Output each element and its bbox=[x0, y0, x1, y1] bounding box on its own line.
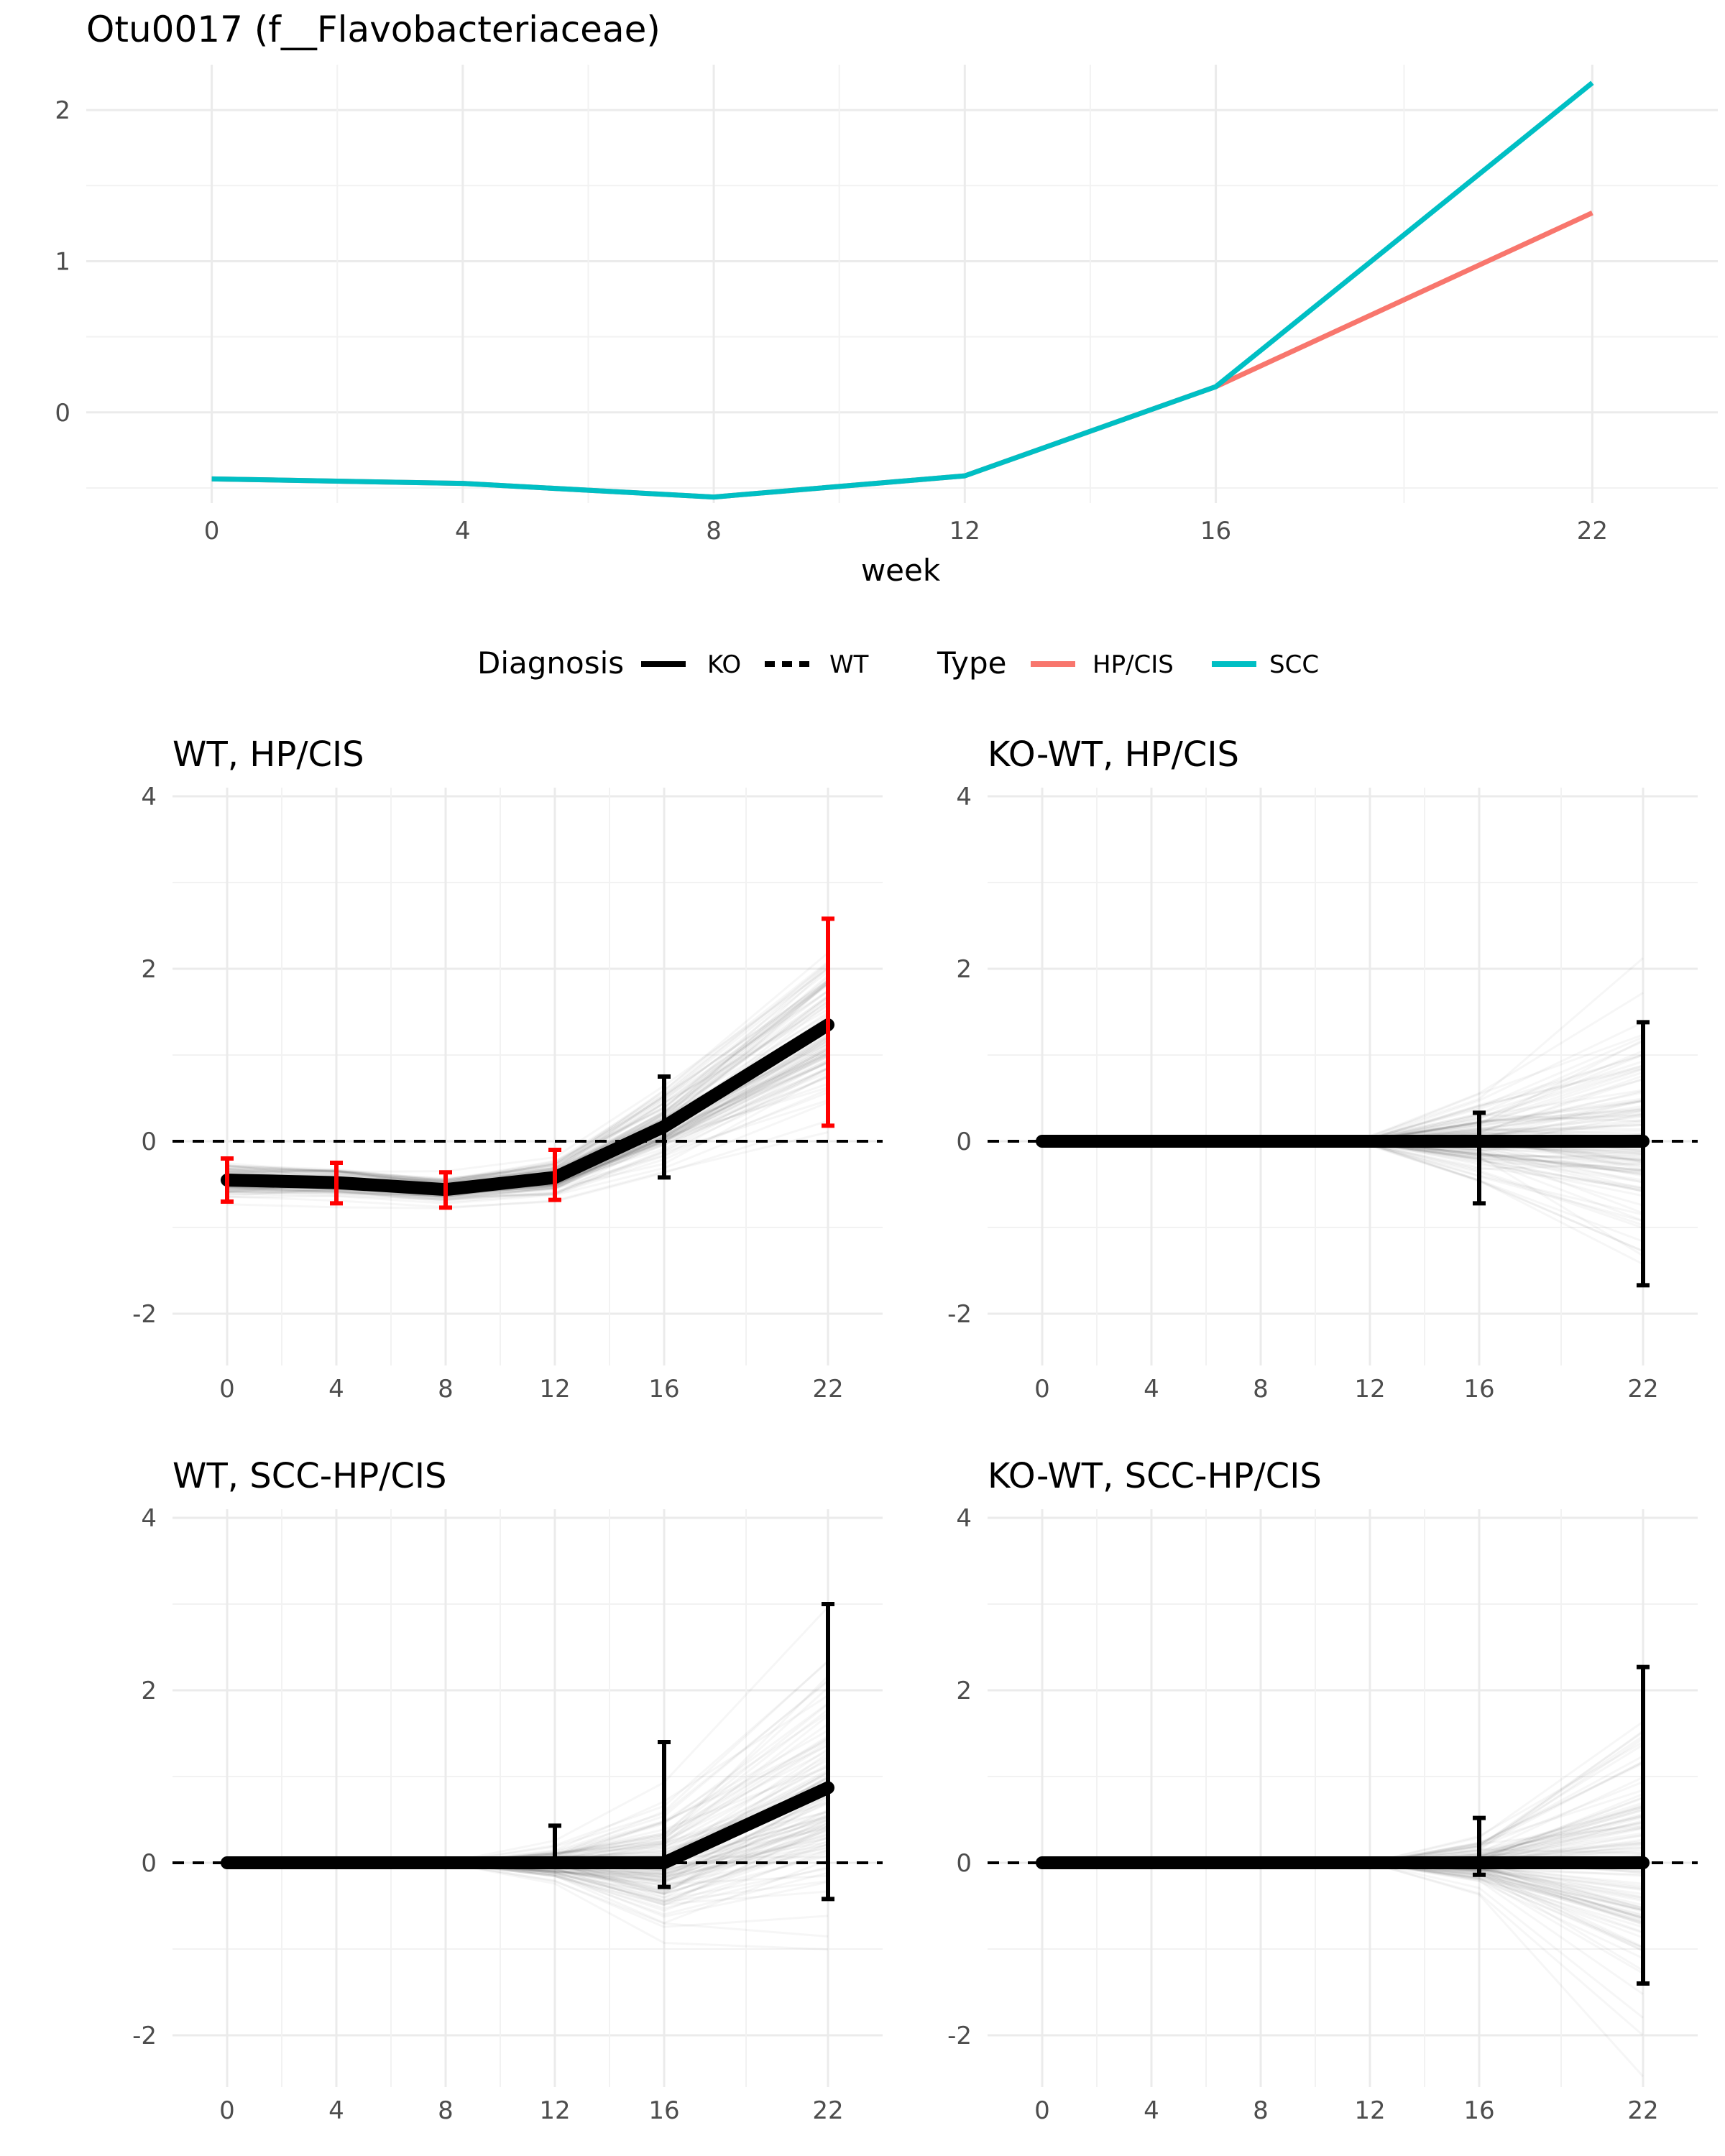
x-tick-label: 4 bbox=[1144, 2096, 1159, 2125]
x-tick-label: 0 bbox=[219, 1375, 235, 1404]
estimate-line-ko bbox=[221, 1781, 834, 1869]
legend-label-ko: KO bbox=[707, 650, 741, 679]
estimate-line-ko bbox=[221, 1018, 834, 1197]
x-tick-label: 8 bbox=[1253, 1375, 1269, 1404]
posterior-draws bbox=[1042, 1722, 1643, 2077]
x-tick-label: 0 bbox=[219, 2096, 235, 2125]
panel-title: WT, SCC-HP/CIS bbox=[172, 1456, 446, 1496]
posterior-draws bbox=[227, 1607, 828, 1949]
y-tick-label: 2 bbox=[141, 1677, 157, 1705]
y-tick-label: 2 bbox=[956, 1677, 972, 1705]
legend-title-type: Type bbox=[937, 645, 1006, 681]
x-tick-label: 8 bbox=[1253, 2096, 1269, 2125]
panel-title: KO-WT, SCC-HP/CIS bbox=[988, 1456, 1322, 1496]
x-tick-label: 16 bbox=[1463, 1375, 1494, 1404]
x-tick-label: 8 bbox=[438, 2096, 454, 2125]
y-tick-label: -2 bbox=[947, 2022, 972, 2050]
series-line-hp-cis bbox=[211, 210, 1593, 500]
x-tick-label: 12 bbox=[949, 517, 980, 545]
panel-ko-wt-scc-hp-cis: KO-WT, SCC-HP/CIS -2 0 2 4 0 4 8 12 16 22 bbox=[947, 1456, 1698, 2125]
y-tick-label: 0 bbox=[956, 1849, 972, 1878]
y-tick-label: 2 bbox=[956, 955, 972, 984]
x-tick-label: 0 bbox=[1034, 1375, 1050, 1404]
x-tick-label: 22 bbox=[812, 2096, 843, 2125]
x-tick-label: 0 bbox=[1034, 2096, 1050, 2125]
y-tick-label: 4 bbox=[141, 1504, 157, 1533]
error-bars bbox=[548, 1602, 834, 1902]
x-tick-label: 22 bbox=[1627, 1375, 1658, 1404]
x-tick-label: 12 bbox=[1354, 1375, 1385, 1404]
legend: Diagnosis KO WT Type HP/CIS SCC bbox=[477, 645, 1319, 681]
y-tick-label: 0 bbox=[55, 399, 70, 428]
legend-label-hp-cis: HP/CIS bbox=[1092, 650, 1174, 679]
y-tick-label: 2 bbox=[141, 955, 157, 984]
y-tick-label: -2 bbox=[132, 1300, 157, 1329]
error-bars bbox=[1473, 1664, 1650, 1986]
x-tick-label: 12 bbox=[539, 2096, 570, 2125]
y-tick-label: 2 bbox=[55, 96, 70, 125]
x-tick-label: 8 bbox=[438, 1375, 454, 1404]
legend-label-wt: WT bbox=[829, 650, 869, 679]
legend-title-diagnosis: Diagnosis bbox=[477, 645, 624, 681]
x-tick-label: 22 bbox=[812, 1375, 843, 1404]
x-tick-label: 12 bbox=[539, 1375, 570, 1404]
series-line-scc bbox=[211, 80, 1594, 500]
top-line-chart: 012 0 4 8 12 16 22 week bbox=[55, 65, 1718, 588]
x-tick-label: 16 bbox=[1463, 2096, 1494, 2125]
y-tick-label: 4 bbox=[956, 783, 972, 811]
error-bars bbox=[1363, 1020, 1650, 1288]
x-tick-label: 4 bbox=[1144, 1375, 1159, 1404]
panel-title: WT, HP/CIS bbox=[172, 734, 364, 775]
figure-title: Otu0017 (f__Flavobacteriaceae) bbox=[86, 9, 661, 50]
error-bars bbox=[221, 916, 834, 1210]
panel-grid bbox=[988, 1509, 1698, 2087]
panel-ko-wt-hp-cis: KO-WT, HP/CIS -2 0 2 4 0 4 8 12 16 22 bbox=[947, 734, 1698, 1404]
x-tick-label: 0 bbox=[204, 517, 220, 545]
x-tick-label: 4 bbox=[328, 2096, 344, 2125]
y-tick-label: -2 bbox=[947, 1300, 972, 1329]
x-tick-label: 16 bbox=[1200, 517, 1231, 545]
x-tick-label: 16 bbox=[648, 2096, 679, 2125]
panel-title: KO-WT, HP/CIS bbox=[988, 734, 1239, 775]
y-tick-label: 4 bbox=[141, 783, 157, 811]
x-tick-label: 8 bbox=[706, 517, 722, 545]
y-tick-label: 0 bbox=[141, 1849, 157, 1878]
y-tick-label: 0 bbox=[141, 1128, 157, 1156]
panel-wt-scc-hp-cis: WT, SCC-HP/CIS -2 0 2 4 0 4 8 12 16 22 bbox=[132, 1456, 883, 2125]
x-tick-label: 12 bbox=[1354, 2096, 1385, 2125]
legend-label-scc: SCC bbox=[1269, 650, 1319, 679]
y-tick-label: -2 bbox=[132, 2022, 157, 2050]
y-tick-label: 1 bbox=[55, 247, 70, 276]
top-x-axis-title: week bbox=[861, 553, 941, 588]
x-tick-label: 22 bbox=[1577, 517, 1608, 545]
y-tick-label: 0 bbox=[956, 1128, 972, 1156]
posterior-draws bbox=[1042, 958, 1643, 1264]
panel-wt-hp-cis: WT, HP/CIS -2 0 2 4 0 4 8 12 16 22 bbox=[132, 734, 883, 1404]
x-tick-label: 16 bbox=[648, 1375, 679, 1404]
x-tick-label: 4 bbox=[328, 1375, 344, 1404]
y-tick-label: 4 bbox=[956, 1504, 972, 1533]
x-tick-label: 4 bbox=[455, 517, 471, 545]
panel-grid bbox=[172, 788, 883, 1365]
x-tick-label: 22 bbox=[1627, 2096, 1658, 2125]
